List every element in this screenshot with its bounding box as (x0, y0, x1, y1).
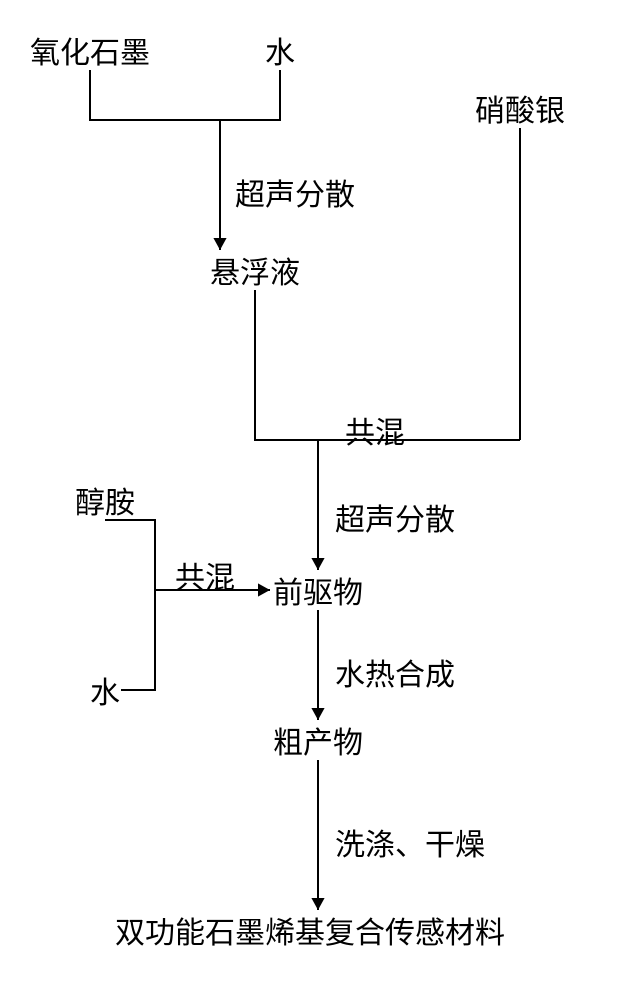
node-crude_product: 粗产物 (273, 718, 363, 762)
node-precursor: 前驱物 (273, 568, 363, 612)
edge-label-e_precursor_to_crude: 水热合成 (335, 650, 455, 694)
node-water_top: 水 (265, 28, 295, 72)
edge-label-e_merge_blend: 共混 (345, 408, 405, 452)
edge-label-e_crude_to_final: 洗涤、干燥 (335, 820, 485, 864)
node-alcohol_amine: 醇胺 (75, 478, 135, 522)
flowchart-canvas: 超声分散共混超声分散共混水热合成洗涤、干燥氧化石墨水硝酸银悬浮液醇胺前驱物水粗产… (0, 0, 628, 1000)
node-graphite_oxide: 氧化石墨 (30, 28, 150, 72)
node-suspension: 悬浮液 (210, 248, 300, 292)
node-water_left: 水 (90, 668, 120, 712)
node-final_product: 双功能石墨烯基复合传感材料 (115, 908, 505, 952)
edge-e_left_merge (105, 520, 155, 690)
edge-label-e_left_to_precursor: 共混 (175, 553, 235, 597)
edge-e_top_merge (90, 70, 280, 120)
edge-label-e_blend_to_precursor: 超声分散 (335, 495, 455, 539)
arrowhead-e_left_to_precursor (258, 583, 270, 596)
edge-label-e_top_to_susp: 超声分散 (235, 170, 355, 214)
node-silver_nitrate: 硝酸银 (475, 86, 565, 130)
